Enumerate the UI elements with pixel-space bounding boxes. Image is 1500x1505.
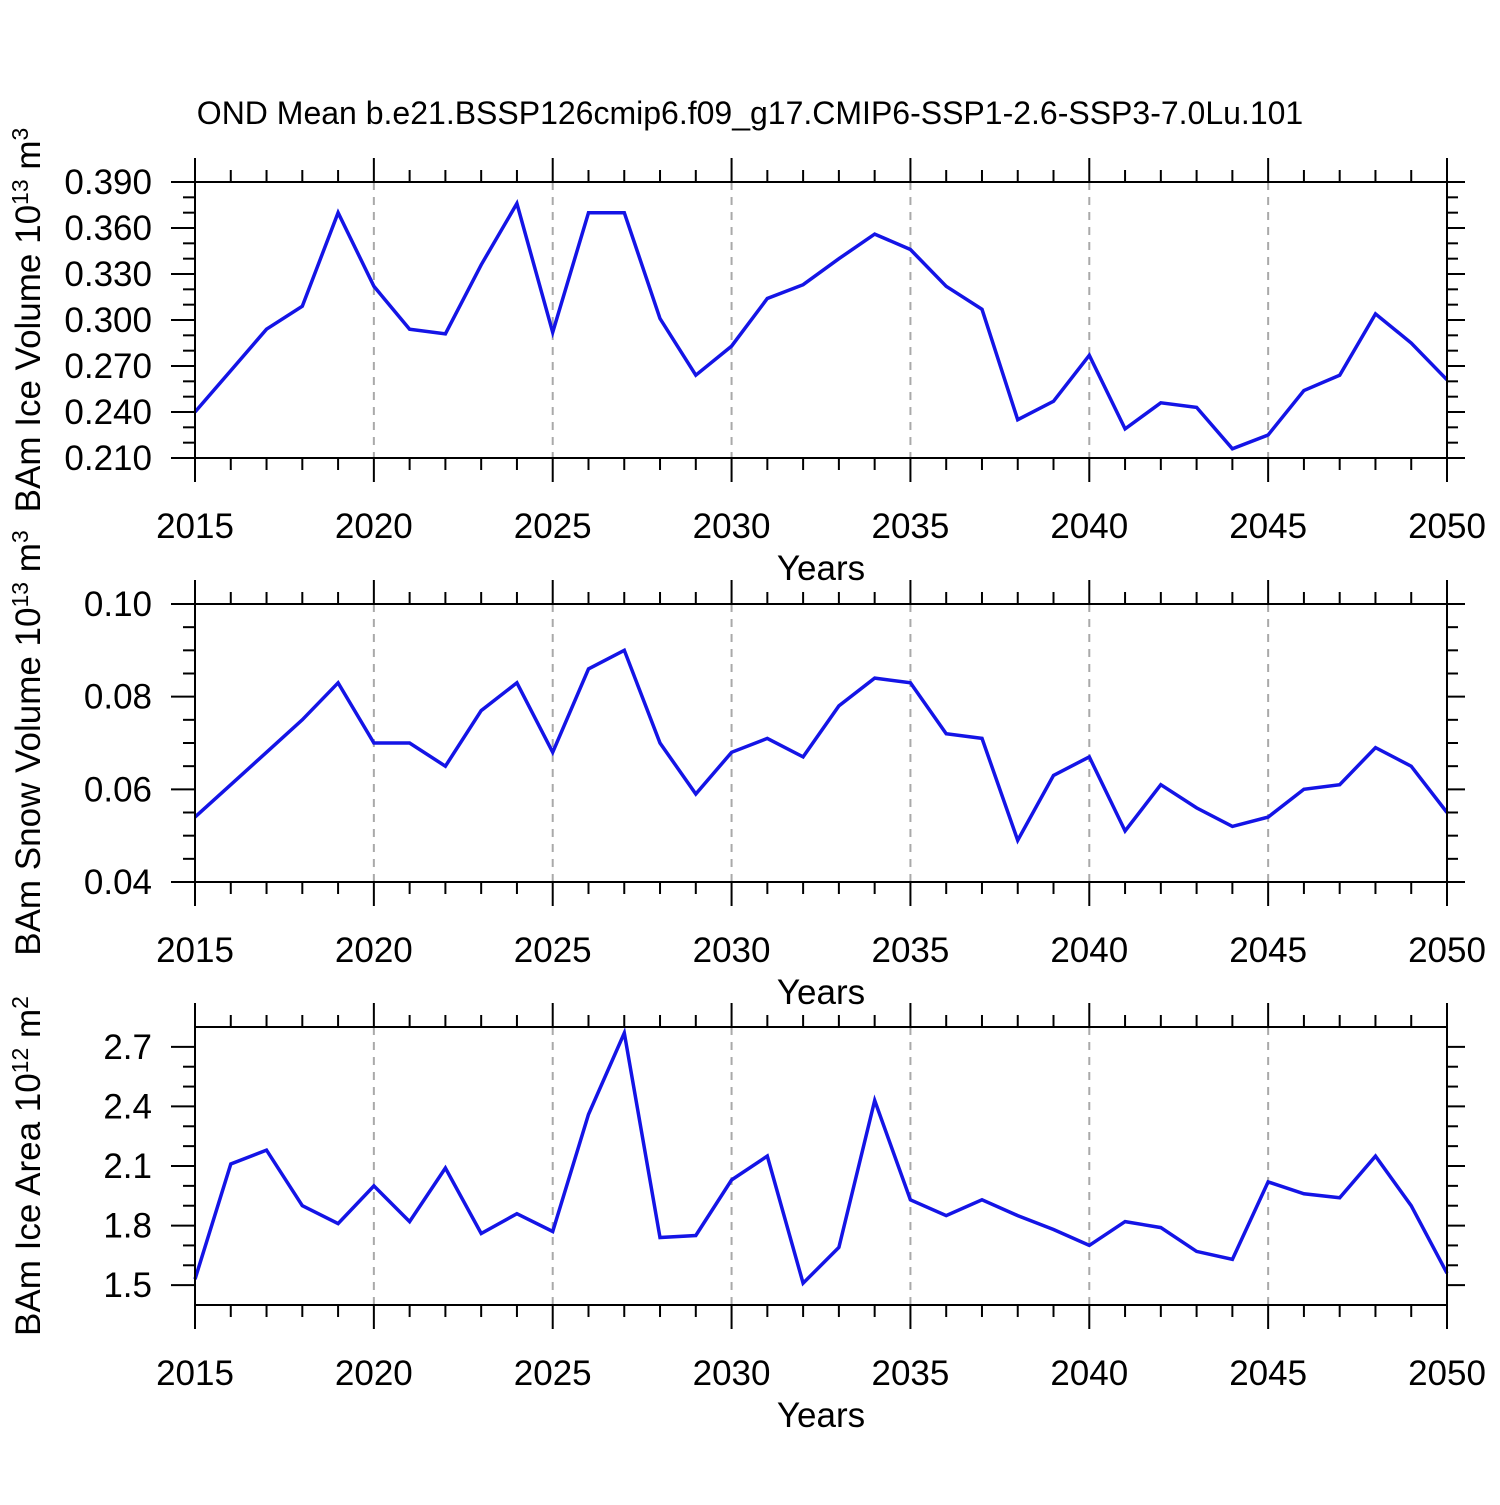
x-tick-label: 2025 (514, 507, 592, 546)
x-tick-label: 2025 (514, 931, 592, 970)
series-line-bam-ice-volume (193, 199, 1449, 451)
x-tick-label: 2035 (871, 931, 949, 970)
x-tick-label: 2020 (335, 931, 413, 970)
y-tick-label: 0.06 (84, 770, 152, 809)
x-tick-label: 2030 (693, 1354, 771, 1393)
x-tick-label: 2045 (1229, 507, 1307, 546)
x-tick-label: 2020 (335, 507, 413, 546)
x-tick-label: 2015 (156, 1354, 234, 1393)
x-axis-title: Years (777, 973, 865, 1012)
y-tick-label: 1.8 (103, 1207, 152, 1246)
plot-ice-area: 2.7 2.4 2.1 1.8 1.5 2015 2020 2025 2030 2035 2040 2… (7, 996, 1486, 1435)
y-tick-label: 0.08 (84, 678, 152, 717)
y-tick-label: 0.210 (64, 439, 152, 478)
x-tick-label: 2040 (1050, 1354, 1128, 1393)
x-tick-label: 2020 (335, 1354, 413, 1393)
x-tick-label: 2050 (1408, 931, 1486, 970)
y-tick-label: 0.240 (64, 393, 152, 432)
x-tick-label: 2040 (1050, 507, 1128, 546)
x-axis-title: Years (777, 1396, 865, 1435)
y-tick-label: 2.1 (103, 1147, 152, 1186)
x-tick-label: 2040 (1050, 931, 1128, 970)
x-tick-label: 2045 (1229, 1354, 1307, 1393)
y-axis-title: BAm Snow Volume 1013 m3 (7, 530, 48, 956)
x-tick-label: 2050 (1408, 1354, 1486, 1393)
y-tick-label: 0.360 (64, 209, 152, 248)
x-tick-label: 2035 (871, 1354, 949, 1393)
x-tick-label: 2045 (1229, 931, 1307, 970)
y-tick-label: 1.5 (103, 1266, 152, 1305)
y-tick-label: 0.330 (64, 255, 152, 294)
x-tick-label: 2050 (1408, 507, 1486, 546)
y-tick-label: 2.4 (103, 1087, 152, 1126)
series-line-bam-snow-volume (193, 647, 1449, 845)
x-tick-label: 2030 (693, 507, 771, 546)
y-axis-title: BAm Ice Volume 1013 m3 (7, 128, 48, 513)
x-tick-label: 2015 (156, 507, 234, 546)
y-axis-title: BAm Ice Area 1012 m2 (7, 996, 48, 1336)
y-tick-label: 0.270 (64, 347, 152, 386)
chart-title: OND Mean b.e21.BSSP126cmip6.f09_g17.CMIP… (197, 95, 1303, 131)
x-tick-label: 2030 (693, 931, 771, 970)
x-tick-label: 2025 (514, 1354, 592, 1393)
y-tick-label: 2.7 (103, 1028, 152, 1067)
series-line-bam-ice-area (193, 1026, 1449, 1287)
y-tick-label: 0.04 (84, 863, 152, 902)
x-axis-title: Years (777, 549, 865, 588)
y-tick-label: 0.300 (64, 301, 152, 340)
y-tick-label: 0.390 (64, 163, 152, 202)
y-tick-label: 0.10 (84, 585, 152, 624)
x-tick-label: 2015 (156, 931, 234, 970)
x-tick-label: 2035 (871, 507, 949, 546)
